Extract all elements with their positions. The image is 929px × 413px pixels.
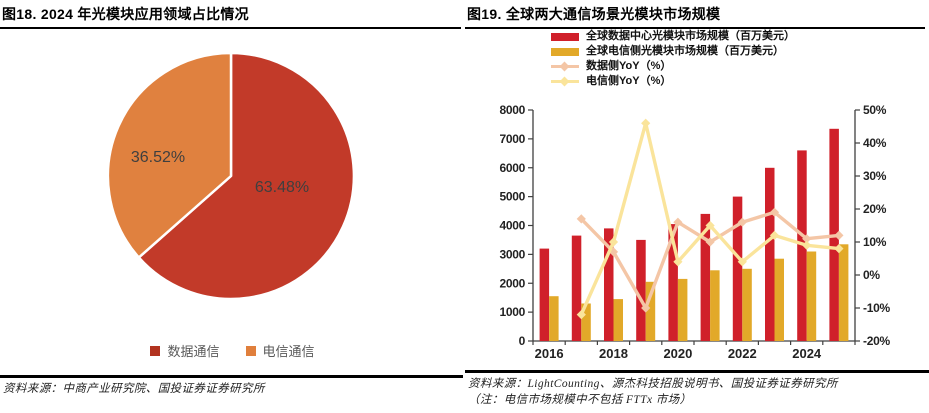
divider <box>465 370 929 373</box>
x-axis-tick-label: 2024 <box>792 346 822 361</box>
figure18-panel: 图18. 2024 年光模块应用领域占比情况 63.48% 36.52% 数据通信… <box>0 0 465 395</box>
legend-bar-swatch-icon <box>551 47 579 56</box>
left-axis-tick-label: 7000 <box>500 132 526 146</box>
figure19-source-line2: （注：电信市场规模中不包括 FTTx 市场） <box>468 394 692 406</box>
legend-swatch-icon <box>150 345 161 356</box>
right-axis-tick-label: 40% <box>863 136 887 150</box>
bar-series0-2019 <box>636 239 646 341</box>
pie-legend-label: 数据通信 <box>167 344 220 359</box>
line-marker-icon <box>834 244 844 254</box>
pie-legend-item-0: 数据通信 <box>150 341 220 360</box>
left-axis-tick-label: 4000 <box>500 219 526 233</box>
bar-series1-2018 <box>613 299 623 341</box>
bar-series1-2022 <box>742 268 752 341</box>
right-axis-tick-label: 0% <box>863 268 880 282</box>
combo-legend-item-2: 数据侧YoY（%） <box>551 60 795 73</box>
bar-series1-2021 <box>710 270 720 341</box>
combo-chart: 0 1000 2000 3000 4000 5000 6000 7000 8000 -20% -10… <box>500 103 891 361</box>
figure18-source: 资料来源：中商产业研究院、国投证券证券研究所 <box>3 383 265 395</box>
line-marker-icon <box>608 237 619 247</box>
figure19-title: 图19. 全球两大通信场景光模块市场规模 <box>465 0 925 29</box>
pie-slice-label-1: 36.52% <box>131 149 185 166</box>
left-axis-tick-label: 1000 <box>500 305 526 319</box>
x-axis-tick-label: 2020 <box>663 346 692 361</box>
pie-legend-label: 电信通信 <box>262 344 315 359</box>
bar-series1-2017 <box>581 303 591 341</box>
bar-series1-2020 <box>677 278 688 341</box>
line-marker-icon <box>769 207 780 217</box>
pie-chart: 63.48% 36.52% <box>106 51 356 301</box>
bar-series0-2017 <box>571 235 582 341</box>
line-marker-icon <box>769 230 780 240</box>
right-axis-tick-label: 10% <box>863 235 887 249</box>
combo-legend-label: 全球电信侧光模块市场规模（百万美元） <box>586 45 784 57</box>
bar-series1-2016 <box>549 296 559 341</box>
combo-legend-item-0: 全球数据中心光模块市场规模（百万美元） <box>551 30 795 43</box>
figure19-source-line1: 资料来源：LightCounting、源杰科技招股说明书、国投证券证券研究所 <box>468 378 838 390</box>
combo-legend-label: 电信侧YoY（%） <box>586 75 672 87</box>
line-marker-icon <box>834 230 844 240</box>
bar-series0-2022 <box>732 196 743 341</box>
combo-legend-item-1: 全球电信侧光模块市场规模（百万美元） <box>551 45 795 58</box>
bar-series1-2023 <box>774 258 784 341</box>
left-axis-tick-label: 0 <box>519 334 526 348</box>
left-axis-tick-label: 3000 <box>500 247 526 261</box>
pie-slice-label-0: 63.48% <box>255 179 309 196</box>
right-axis-tick-label: 30% <box>863 169 887 183</box>
bar-series0-2023 <box>765 167 775 342</box>
line-marker-icon <box>802 234 812 244</box>
legend-diamond-marker-icon <box>559 76 570 87</box>
bar-series1-2024 <box>806 251 817 341</box>
line-marker-icon <box>737 217 747 227</box>
right-axis-tick-label: 50% <box>863 103 887 117</box>
combo-legend-label: 数据侧YoY（%） <box>586 60 672 72</box>
bar-series0-2024 <box>797 150 807 341</box>
left-axis-tick-label: 8000 <box>500 103 526 117</box>
right-axis-tick-label: -10% <box>863 301 890 315</box>
bar-series0-2020 <box>668 224 678 341</box>
figure18-title: 图18. 2024 年光模块应用领域占比情况 <box>0 0 461 29</box>
x-axis-tick-label: 2016 <box>535 346 564 361</box>
right-axis-tick-label: -20% <box>863 334 890 348</box>
line-marker-icon <box>576 214 586 224</box>
legend-bar-swatch-icon <box>551 32 579 41</box>
figure19-panel: 图19. 全球两大通信场景光模块市场规模 全球数据中心光模块市场规模（百万美元）… <box>465 0 929 413</box>
line-marker-icon <box>641 118 651 128</box>
x-axis-tick-label: 2022 <box>728 346 757 361</box>
pie-slice-1 <box>106 51 233 259</box>
bar-series1-2025 <box>838 244 849 341</box>
combo-legend-label: 全球数据中心光模块市场规模（百万美元） <box>586 30 795 42</box>
pie-slice-0 <box>137 51 356 301</box>
bar-series0-2016 <box>539 248 550 341</box>
bar-series1-2019 <box>645 281 656 341</box>
x-axis-tick-label: 2018 <box>599 346 628 361</box>
line-marker-icon <box>802 240 812 250</box>
bar-series0-2021 <box>700 213 711 341</box>
combo-chart-legend: 全球数据中心光模块市场规模（百万美元） 全球电信侧光模块市场规模（百万美元） 数据侧… <box>551 30 795 88</box>
legend-diamond-marker-icon <box>559 61 570 72</box>
left-axis-tick-label: 5000 <box>500 190 526 204</box>
combo-legend-item-3: 电信侧YoY（%） <box>551 75 795 88</box>
left-axis-tick-label: 2000 <box>500 276 526 290</box>
line-marker-icon <box>641 303 651 313</box>
legend-swatch-icon <box>245 345 256 356</box>
legend-line-swatch-icon <box>551 76 579 87</box>
divider <box>0 375 463 378</box>
bar-series0-2018 <box>604 228 614 341</box>
legend-line-swatch-icon <box>551 61 579 72</box>
pie-legend: 数据通信 电信通信 <box>0 341 465 360</box>
left-axis-tick-label: 6000 <box>500 161 526 175</box>
line-marker-icon <box>737 257 747 267</box>
right-axis-tick-label: 20% <box>863 202 887 216</box>
pie-legend-item-1: 电信通信 <box>245 341 315 360</box>
